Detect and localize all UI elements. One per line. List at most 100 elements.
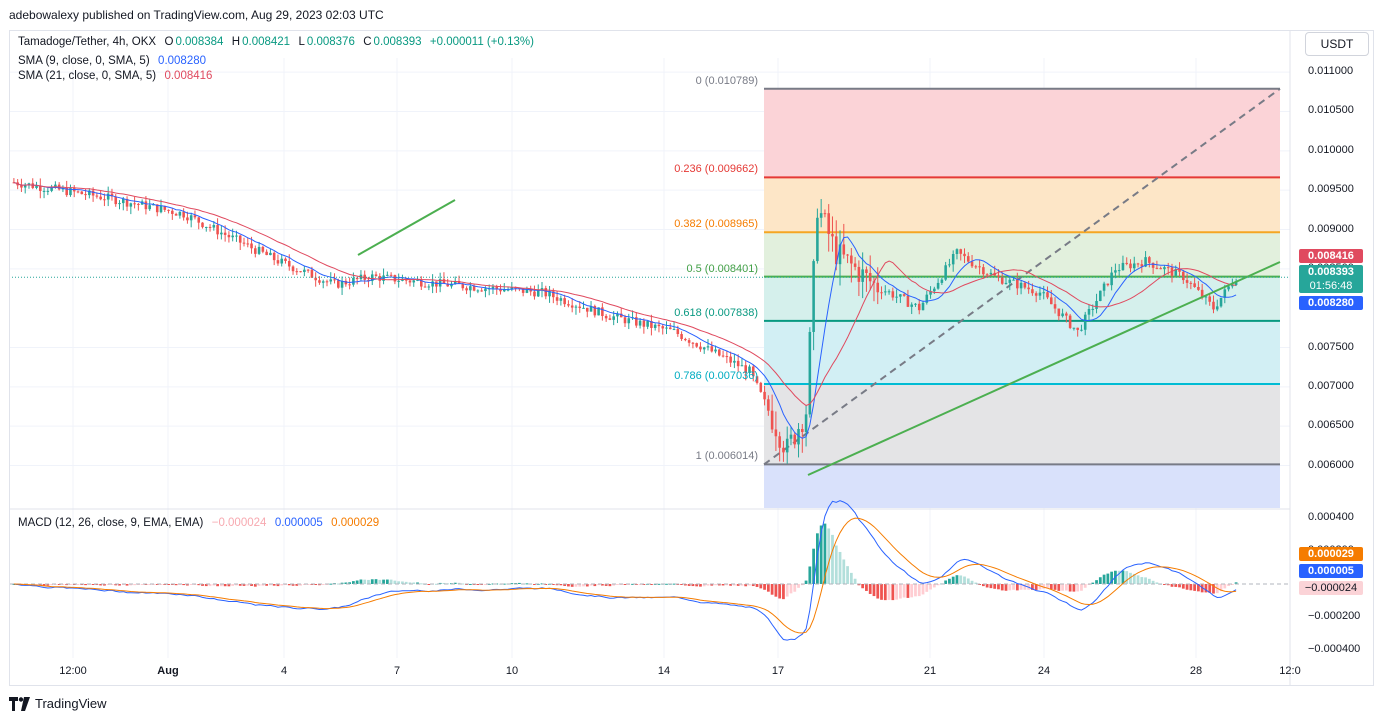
macd-bar [276,584,280,587]
candle-body [774,429,778,437]
macd-bar [785,584,789,597]
macd-bar [755,584,759,587]
legend-sma9-row[interactable]: SMA (9, close, 0, SMA, 5) 0.008280 [18,55,208,67]
macd-bar [1121,570,1125,584]
macd-bar [857,584,861,586]
macd-bar [782,584,785,600]
candle-body [1151,262,1155,268]
candle-body [1219,297,1223,307]
macd-bar [84,584,87,586]
candle-body [95,195,99,197]
candle-body [1049,297,1053,305]
macd-bar [717,584,721,586]
macd-bar [555,584,559,586]
macd-bar [880,584,883,600]
candle-body [389,274,393,276]
time-tick-label: 7 [393,665,401,677]
macd-bar [321,584,325,585]
candle-body [1140,264,1144,267]
macd-bar [1140,577,1144,584]
candle-body [1121,262,1125,271]
macd-bar [770,584,774,595]
candle-body [318,280,321,283]
macd-bar [197,584,201,586]
legend-symbol[interactable]: Tamadoge/Tether, 4h, OKX [18,36,157,48]
macd-bar [103,584,106,586]
candle-body [178,211,182,216]
macd-bar [125,584,129,586]
candle-body [1182,271,1185,281]
macd-bar [944,580,948,584]
candle-body [238,235,242,243]
candle-body [386,274,389,276]
candle-body [1019,282,1023,289]
macd-bar [140,584,144,585]
macd-bar [242,584,246,586]
candle-body [118,203,121,205]
candle-body [1042,292,1046,294]
price-tick-label: 0.007500 [1308,340,1354,353]
candle-body [665,327,668,329]
sma21-price-tag: 0.008416 [1299,249,1363,263]
macd-bar [404,581,408,584]
macd-bar [1166,584,1170,586]
candle-body [242,242,246,244]
macd-bar [46,584,50,586]
macd-bar [250,584,253,587]
macd-bar [1061,584,1064,591]
macd-bar [887,584,891,600]
legend-macd-label: MACD (12, 26, close, 9, EMA, EMA) [18,517,204,529]
candle-body [1031,289,1034,294]
candle-body [970,261,974,267]
macd-bar [295,584,299,586]
macd-bar [457,582,461,584]
candle-body [374,274,378,277]
macd-bar [766,584,770,592]
legend-macd-signal: 0.000029 [331,517,380,529]
candle-body [895,296,898,298]
macd-bar [69,584,72,585]
macd-histogram [12,523,1238,601]
macd-bar [1125,571,1129,584]
candle-body [1227,286,1230,290]
candle-body [619,313,623,318]
candle-body [948,264,951,266]
legend-change: +0.000011 (+0.13%) [429,36,534,48]
candle-body [1000,276,1004,284]
legend-macd-row[interactable]: MACD (12, 26, close, 9, EMA, EMA) −0.000… [18,517,381,529]
candle-body [804,414,808,432]
macd-bar [1227,584,1230,586]
candle-body [850,255,853,264]
candle-body [544,288,548,297]
candle-body [887,291,891,293]
candle-body [284,258,287,262]
candle-body [921,302,925,311]
macd-bar [284,584,287,586]
candle-body [1083,314,1087,330]
macd-bar [1230,584,1234,585]
macd-bar [774,584,778,597]
candle-body [1125,262,1129,264]
price-tick-label: 0.011000 [1308,65,1354,78]
currency-button[interactable]: USDT [1305,32,1369,56]
candle-body [216,225,219,235]
candle-body [906,295,910,307]
candle-body [533,291,536,297]
candle-body [265,251,268,256]
macd-bar [1178,584,1181,588]
time-tick-label: 10 [505,665,519,677]
legend-sma21-row[interactable]: SMA (21, close, 0, SMA, 5) 0.008416 [18,70,214,82]
macd-bar [1080,584,1083,591]
candle-body [933,288,936,292]
sma9-line [13,181,1237,439]
macd-bar [955,575,959,584]
candle-body [857,266,861,282]
candle-body [121,198,125,204]
macd-bar [1223,584,1227,589]
macd-bar [1012,584,1015,590]
macd-bar [484,584,487,585]
fib-zone-0.786 [764,384,1280,465]
candle-body [427,286,431,288]
candle-body [744,365,747,373]
